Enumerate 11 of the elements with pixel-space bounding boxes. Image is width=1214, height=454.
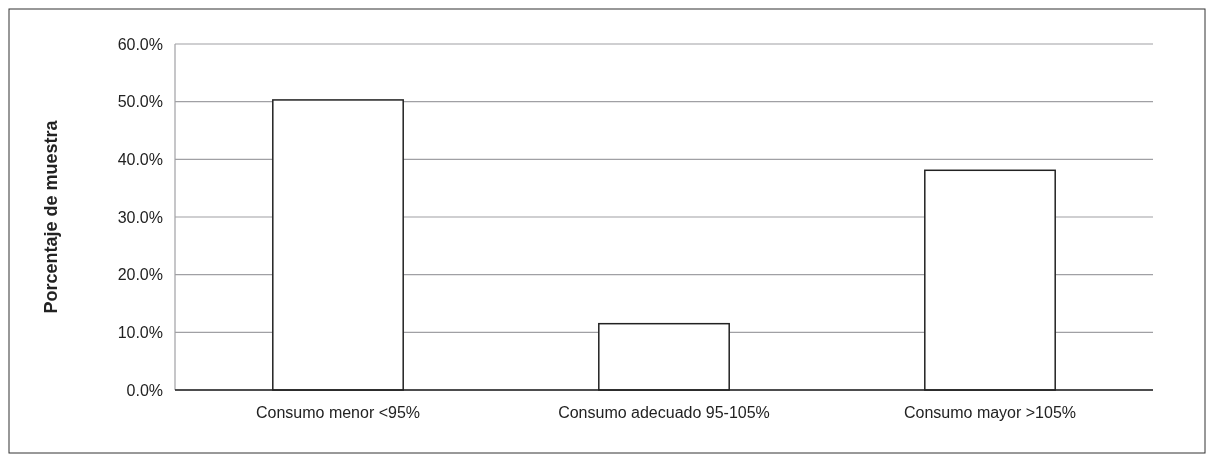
- x-tick-label: Consumo mayor >105%: [903, 404, 1077, 421]
- y-tick-label: 0.0%: [126, 381, 163, 399]
- y-tick-label: 60.0%: [117, 35, 163, 53]
- y-tick-label: 40.0%: [117, 150, 163, 168]
- x-tick-label: Consumo adecuado 95-105%: [558, 404, 770, 421]
- x-tick-label: Consumo menor <95%: [255, 404, 421, 421]
- y-tick-label: 30.0%: [117, 208, 163, 226]
- y-tick-label: 50.0%: [117, 93, 163, 111]
- y-tick-label: 10.0%: [117, 323, 163, 341]
- y-axis-title: Porcentaje de muestra: [41, 119, 61, 314]
- y-tick-label: 20.0%: [117, 266, 163, 284]
